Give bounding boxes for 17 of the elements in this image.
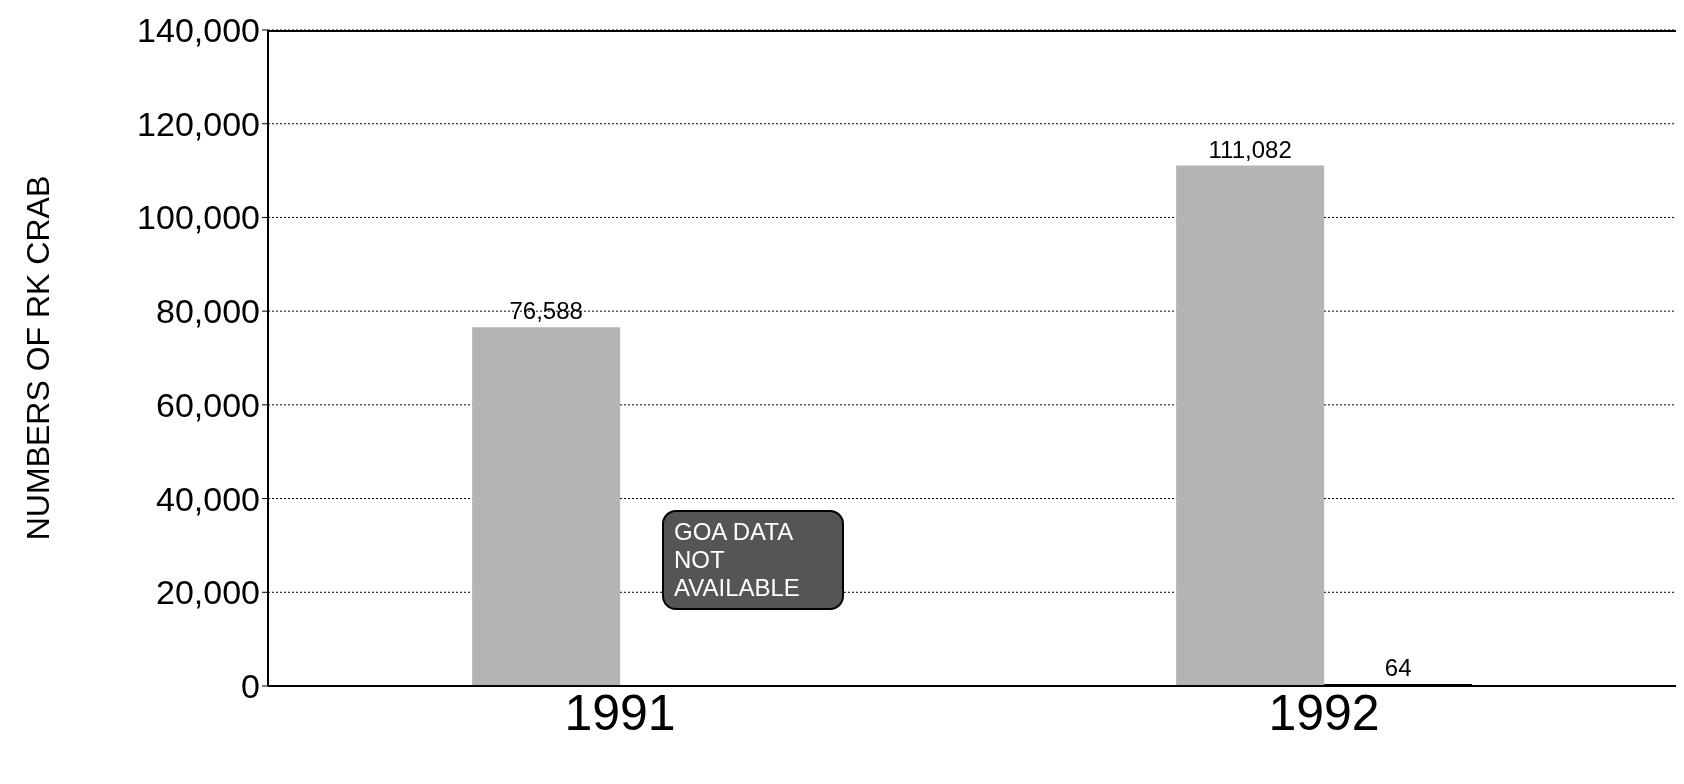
- bar: [1176, 165, 1325, 686]
- y-tick-label: 20,000: [156, 573, 260, 612]
- x-tick-label: 1992: [1268, 684, 1380, 741]
- y-axis-title: NUMBERS OF RK CRAB: [20, 175, 57, 541]
- y-tick-label: 140,000: [137, 11, 260, 50]
- x-tick-label: 1991: [564, 684, 676, 741]
- y-tick-label: 100,000: [137, 198, 260, 237]
- y-tick-label: 80,000: [156, 292, 260, 331]
- annotation: GOA DATA NOT AVAILABLE: [662, 510, 844, 610]
- data-label: 64: [1384, 654, 1412, 681]
- data-label: 111,082: [1208, 135, 1292, 163]
- y-tick-label: 60,000: [156, 385, 260, 424]
- bar: [472, 327, 621, 686]
- data-label: 76,588: [509, 297, 583, 325]
- y-tick-label: 40,000: [156, 479, 260, 518]
- y-tick-label: 120,000: [137, 104, 260, 143]
- y-tick-label: 0: [241, 667, 260, 706]
